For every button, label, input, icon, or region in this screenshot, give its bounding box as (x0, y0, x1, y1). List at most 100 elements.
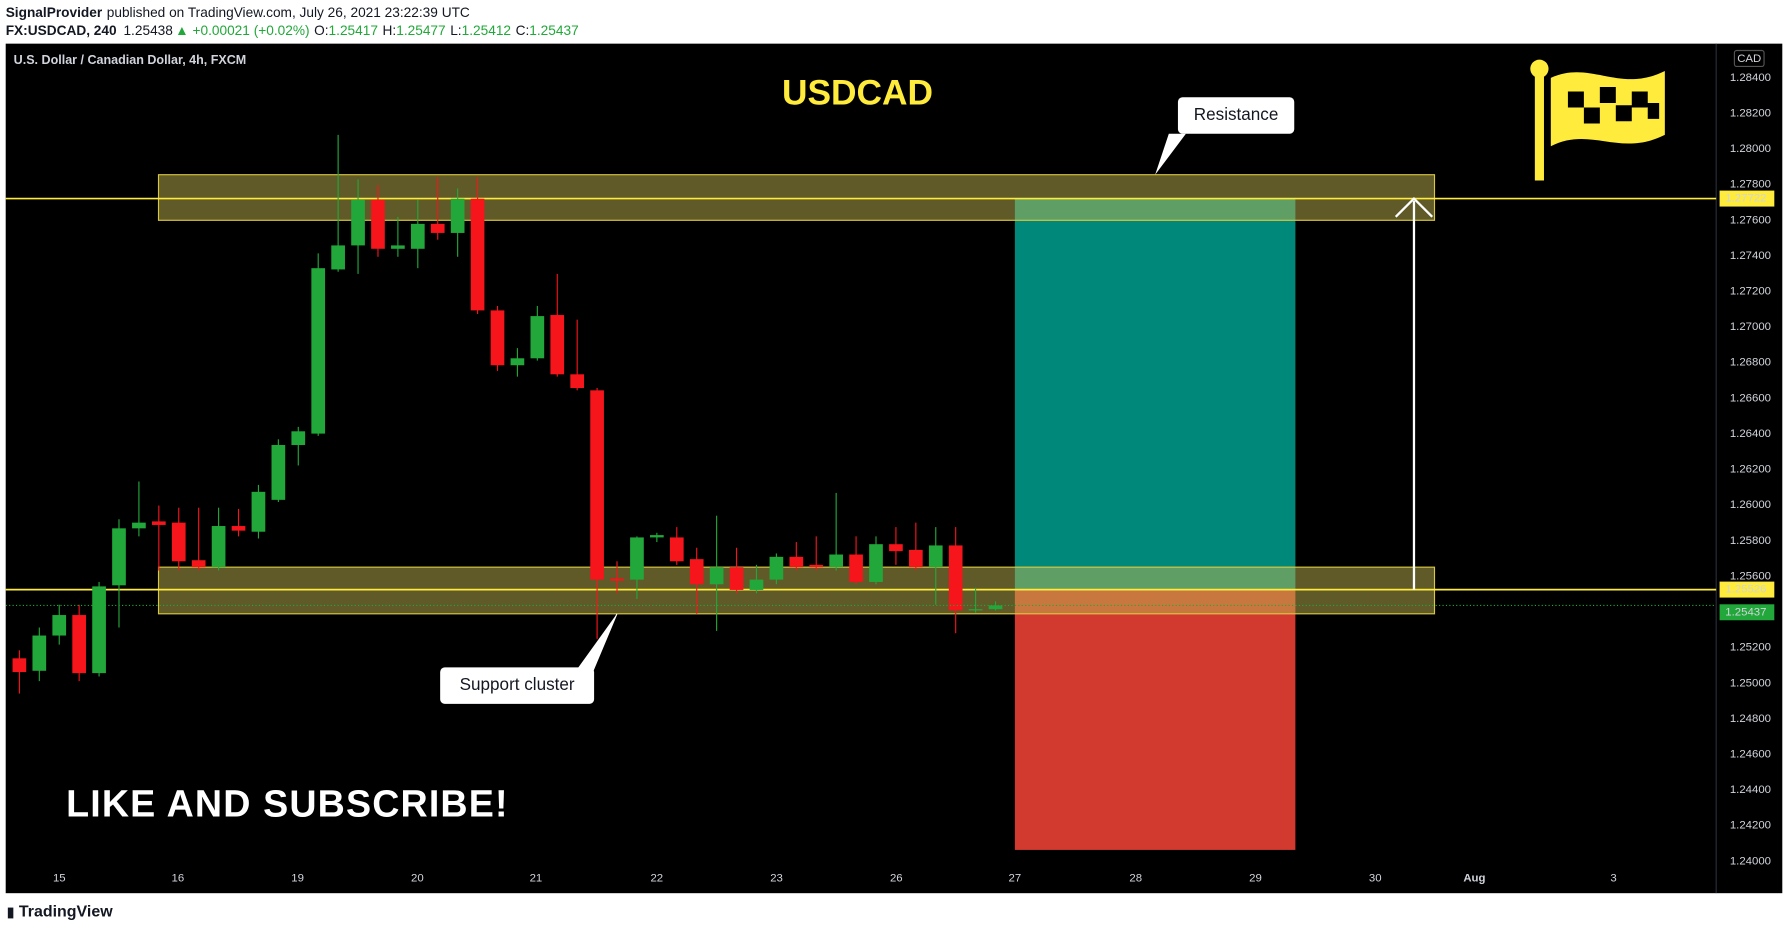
candle-body (470, 198, 485, 311)
y-tick-label: 1.27400 (1730, 250, 1771, 262)
x-tick-label: 15 (53, 872, 66, 884)
y-tick-label: 1.28400 (1730, 72, 1771, 84)
candle-body (928, 545, 943, 568)
x-tick-label: 19 (291, 872, 304, 884)
y-tick-label: 1.25200 (1730, 642, 1771, 654)
sr-zone (157, 566, 1436, 615)
y-tick-label: 1.27600 (1730, 214, 1771, 226)
candle-body (430, 223, 445, 233)
header-line-1: SignalProvider published on TradingView.c… (6, 4, 470, 19)
candle-body (410, 223, 425, 249)
ohlc-label: C: (516, 23, 530, 38)
subtitle: U.S. Dollar / Canadian Dollar, 4h, FXCM (14, 53, 247, 67)
ohlc-value: 1.25412 (462, 23, 511, 38)
x-tick-label: 30 (1369, 872, 1382, 884)
candle-body (311, 268, 326, 434)
x-tick-label: 22 (650, 872, 663, 884)
candle-body (12, 658, 27, 673)
price-badge-label: 1.25526 (1725, 584, 1766, 596)
candle-body (72, 615, 86, 674)
price-badge-label: 1.27722 (1725, 193, 1766, 205)
y-tick-label: 1.28000 (1730, 143, 1771, 155)
x-tick-label: 29 (1249, 872, 1262, 884)
x-tick-label: 3 (1610, 872, 1616, 884)
y-tick-label: 1.27200 (1730, 286, 1771, 298)
candle-body (729, 567, 744, 590)
change: ▲ +0.00021 (+0.02%) (175, 23, 309, 38)
y-tick-label: 1.25600 (1730, 570, 1771, 582)
y-tick-label: 1.25000 (1730, 677, 1771, 689)
last-price: 1.25438 (123, 23, 173, 38)
candle-body (908, 549, 923, 568)
candle-body (211, 526, 226, 568)
candle-body (171, 522, 186, 562)
y-tick-label: 1.26400 (1730, 428, 1771, 440)
price-badge (1719, 581, 1775, 598)
candle-body (92, 586, 106, 674)
candle-body (869, 544, 883, 582)
x-tick-label: 27 (1009, 872, 1022, 884)
support-label: Support cluster (460, 675, 575, 694)
candle-body (510, 358, 525, 366)
candle-body (889, 544, 903, 552)
candle-body (271, 445, 286, 500)
ohlc-value: 1.25437 (529, 23, 578, 38)
candle-body (789, 556, 804, 568)
y-tick-label: 1.26000 (1730, 499, 1771, 511)
sr-zone (157, 174, 1436, 221)
candle-body (709, 567, 724, 585)
candle-body (948, 545, 963, 611)
candle-body (968, 609, 983, 611)
candle-body (809, 564, 824, 568)
y-tick-label: 1.26800 (1730, 357, 1771, 369)
ohlc-value: 1.25417 (329, 23, 378, 38)
candle-body (570, 374, 585, 389)
candle-body (291, 431, 306, 446)
brand: ▮ TradingView (7, 904, 113, 921)
y-tick-label: 1.24800 (1730, 713, 1771, 725)
chart-title: USDCAD (782, 73, 933, 112)
candle-body (550, 315, 565, 375)
currency-box (1733, 49, 1765, 68)
resistance-label: Resistance (1194, 105, 1279, 124)
candle-body (151, 521, 166, 525)
loss-zone (1014, 589, 1296, 850)
candle-body (351, 199, 365, 246)
price-badge-label: 1.25437 (1725, 606, 1766, 618)
candle-body (132, 522, 146, 529)
x-tick-label: 16 (172, 872, 185, 884)
resistance-label-box (1177, 97, 1295, 134)
candle-body (112, 528, 126, 586)
arrow-head (1394, 196, 1434, 218)
candle-body (749, 579, 764, 590)
y-tick-label: 1.24200 (1730, 820, 1771, 832)
ohlc-label: H: (383, 23, 397, 38)
candle-body (630, 537, 644, 580)
x-tick-label: 20 (411, 872, 424, 884)
x-tick-label: 21 (530, 872, 543, 884)
flag-icon (1530, 59, 1665, 181)
candle-body (610, 578, 624, 581)
profit-zone (1014, 198, 1296, 590)
price-badge (1719, 190, 1775, 207)
candle-body (331, 245, 345, 270)
candle-body (191, 560, 206, 568)
candle-body (490, 310, 505, 366)
y-tick-label: 1.28200 (1730, 107, 1771, 119)
ohlc-label: O: (314, 23, 328, 38)
price-badge (1719, 604, 1775, 621)
candle-body (450, 198, 465, 233)
candle-body (689, 559, 704, 585)
candle-body (590, 390, 604, 580)
y-tick-label: 1.24600 (1730, 748, 1771, 760)
candle-body (769, 556, 784, 580)
publisher: SignalProvider (6, 4, 103, 19)
candle-body (371, 199, 385, 249)
y-tick-label: 1.27800 (1730, 179, 1771, 191)
candle-body (829, 554, 843, 568)
x-tick-label: 28 (1129, 872, 1142, 884)
y-tick-label: 1.24400 (1730, 784, 1771, 796)
brand-logo: ▮ (7, 904, 15, 919)
y-tick-label: 1.27000 (1730, 321, 1771, 333)
